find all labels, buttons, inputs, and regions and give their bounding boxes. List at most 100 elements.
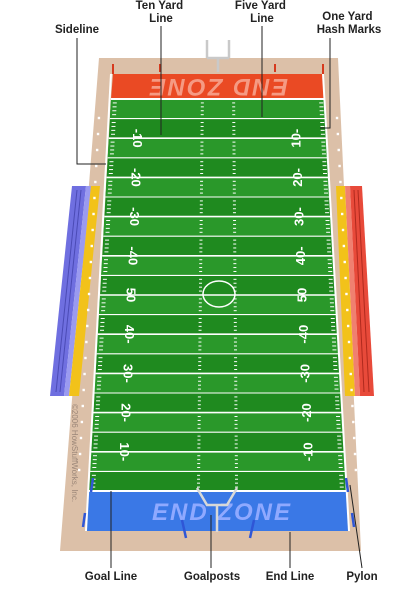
field-stripe: [105, 177, 331, 197]
label-one-yard-hash-marks: One Yard Hash Marks: [317, 11, 382, 36]
sideline-dot: [354, 468, 358, 472]
stands-right: [336, 186, 374, 396]
leader-sideline: [76, 38, 106, 165]
yard-lines: [90, 118, 345, 472]
end-zone-top: [111, 74, 325, 99]
sideline-dot: [353, 452, 357, 456]
sideline-dot: [83, 372, 86, 376]
sideline-dot: [344, 276, 347, 280]
field-stripe: [103, 216, 333, 237]
sideline-dot: [95, 164, 98, 168]
sideline-dot: [88, 276, 92, 280]
field-stripe: [90, 451, 345, 472]
one-yard-hash-marks: [91, 102, 344, 488]
label-goal-line: Goal Line: [85, 571, 137, 583]
sideline-dot: [81, 404, 84, 408]
sideline-dot: [337, 148, 340, 152]
field-stripes: [90, 99, 345, 472]
stands-left: [50, 186, 100, 396]
end-zone-bottom-text: END ZONE: [152, 499, 292, 526]
yard-number: -40: [296, 325, 311, 344]
sideline-dot: [349, 372, 352, 376]
field-stripe: [98, 295, 337, 315]
sideline-dot: [346, 324, 350, 328]
label-pylon: Pylon: [346, 571, 377, 583]
goalpost-bottom: [195, 487, 239, 532]
sideline-dot: [351, 404, 354, 408]
label-ten-yard-line: Ten Yard Line: [136, 0, 187, 25]
sideline-dot: [89, 260, 93, 264]
sideline-dot: [80, 420, 84, 424]
sideline-dot: [86, 308, 90, 312]
sideline-dot: [78, 452, 82, 456]
sideline-dot: [336, 132, 340, 136]
sideline-dot: [87, 292, 91, 296]
leader-hash-marks: [320, 38, 331, 129]
sideline-dot: [79, 436, 83, 440]
yard-number: 10-: [289, 129, 304, 148]
sideline-dot: [345, 292, 348, 296]
sideline-dot: [335, 116, 339, 120]
sideline-dot: [82, 388, 85, 392]
yard-number: 20-: [290, 168, 305, 187]
label-sideline: Sideline: [55, 24, 99, 36]
sideline-dot: [339, 180, 342, 184]
label-goalposts: Goalposts: [184, 571, 240, 583]
sideline-right: [322, 73, 350, 532]
field-stripe: [96, 334, 339, 354]
sideline-dot: [86, 324, 89, 328]
sideline-dot: [92, 212, 95, 216]
sideline-dot: [350, 388, 353, 392]
sideline-dot: [347, 340, 351, 344]
label-end-line: End Line: [266, 571, 315, 583]
yard-number: 40-: [122, 325, 137, 344]
sideline-dot: [340, 196, 343, 200]
yard-number: 30-: [292, 207, 307, 226]
sideline-dot: [341, 228, 345, 232]
yard-number: 50: [295, 288, 310, 302]
yard-number: 40-: [293, 246, 308, 265]
leader-lines: [76, 26, 363, 569]
field-stripe: [109, 99, 327, 119]
sideline-dot: [85, 340, 88, 344]
sideline-dot: [90, 244, 93, 248]
sideline-dot: [340, 212, 344, 216]
yard-number: -20: [129, 168, 144, 187]
sideline-left: [85, 73, 112, 532]
sideline-dot: [338, 164, 341, 168]
yard-numbers-right: 10- 20- 30- 40- 50 -40 -30 -20 -10: [289, 129, 316, 461]
sideline-dot: [94, 180, 97, 184]
sideline-dot: [77, 468, 81, 472]
sideline-dot: [348, 356, 352, 360]
yard-number: -10: [301, 442, 316, 461]
yard-number: -10: [130, 129, 145, 148]
leader-pylon: [349, 484, 363, 569]
field-stripe: [107, 138, 329, 158]
yard-number: -40: [125, 246, 140, 265]
sideline-dot: [343, 260, 346, 264]
sideline-dot: [91, 228, 94, 232]
yard-numbers-left: -10 -20 -30 -40 50 40- 30- 20- 10-: [117, 129, 145, 461]
sideline-dot: [342, 244, 346, 248]
field-stripe: [94, 373, 341, 393]
sideline-dot: [352, 436, 356, 440]
copyright-notice: ©2006 HowStuffWorks, Inc.: [70, 404, 79, 502]
yard-number: -30: [127, 207, 142, 226]
sideline-dot: [93, 196, 96, 200]
yard-number: -30: [298, 364, 313, 383]
sideline-dot: [352, 420, 355, 424]
goalpost-top: [205, 40, 231, 72]
label-five-yard-line: Five Yard Line: [235, 0, 289, 25]
center-circle: [202, 280, 236, 308]
sideline-dot: [346, 308, 349, 312]
yard-number: -20: [299, 403, 314, 422]
end-zone-top-text: END ZONE: [148, 73, 288, 100]
yard-number: 30-: [120, 364, 135, 383]
yard-number: 20-: [119, 403, 134, 422]
sideline-markers: [77, 116, 358, 472]
sideline-dot: [95, 148, 99, 152]
yard-number: 50: [124, 288, 139, 302]
field-stripe: [101, 255, 335, 276]
pylons-bottom: [81, 477, 356, 539]
